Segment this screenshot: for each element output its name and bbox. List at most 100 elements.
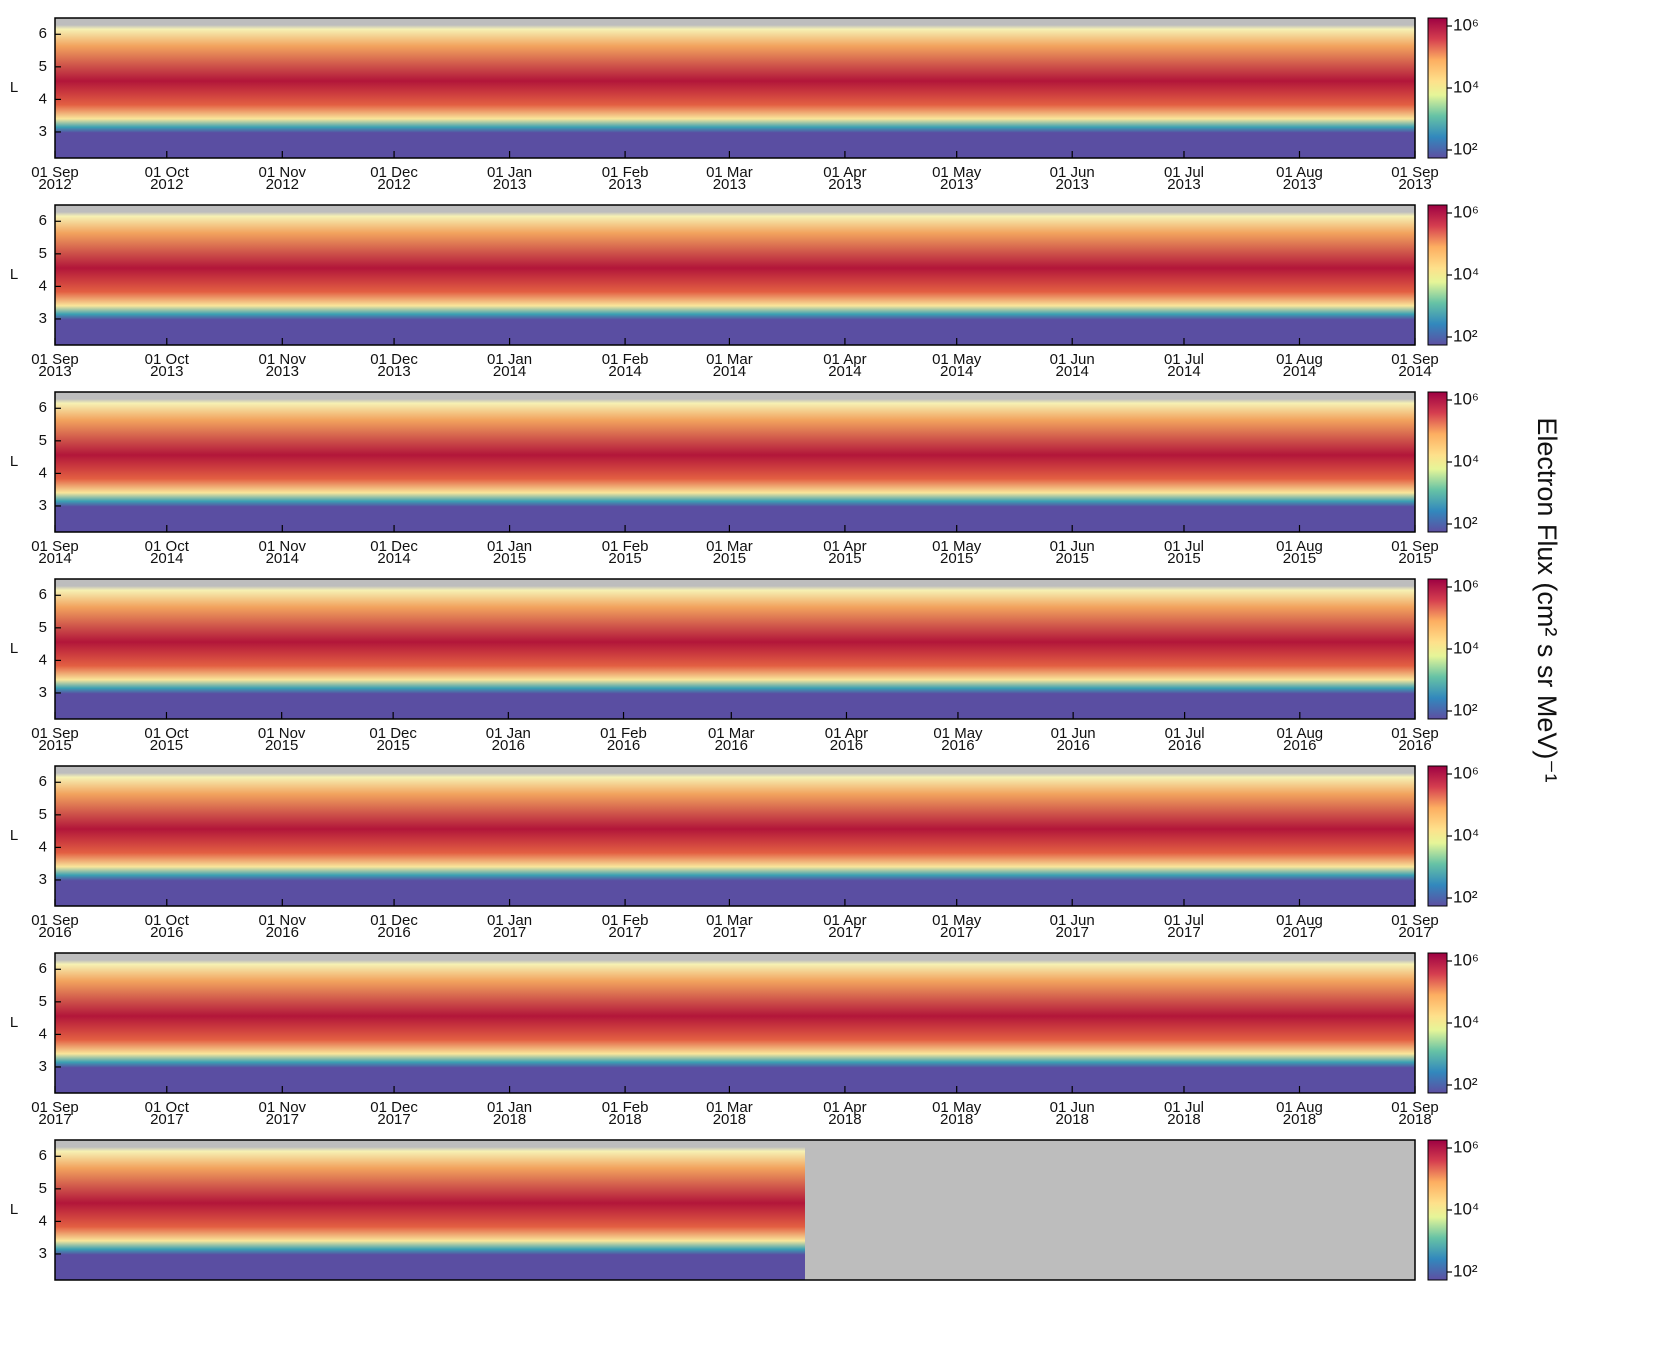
x-tick-label: 2018 — [940, 1111, 973, 1128]
y-tick-label: 3 — [39, 497, 47, 514]
x-tick-label: 2016 — [830, 737, 863, 754]
y-tick-label: 4 — [39, 1025, 47, 1042]
figure: Electron Flux (cm² s sr MeV)⁻¹ L345601 S… — [0, 0, 1657, 1365]
y-tick-label: 3 — [39, 310, 47, 327]
x-tick-label: 2017 — [608, 924, 641, 941]
x-tick-label: 2016 — [607, 737, 640, 754]
x-tick-label: 2014 — [493, 363, 526, 380]
colorbar — [1428, 205, 1447, 345]
x-tick-label: 2014 — [608, 363, 641, 380]
x-tick-label: 2016 — [492, 737, 525, 754]
colorbar-tick-label: 10² — [1453, 887, 1478, 906]
colorbar-tick-label: 10⁶ — [1453, 389, 1479, 408]
x-tick-label: 2015 — [828, 550, 861, 567]
x-tick-label: 2015 — [265, 737, 298, 754]
colorbar — [1428, 1140, 1447, 1280]
x-tick-label: 2017 — [493, 924, 526, 941]
y-tick-label: 5 — [39, 1180, 47, 1197]
x-tick-label: 2016 — [1283, 737, 1316, 754]
x-tick-label: 2014 — [38, 550, 71, 567]
y-tick-label: 4 — [39, 277, 47, 294]
x-tick-label: 2016 — [150, 924, 183, 941]
x-tick-label: 2012 — [150, 176, 183, 193]
x-tick-label: 2016 — [1056, 737, 1089, 754]
y-tick-label: 5 — [39, 993, 47, 1010]
x-tick-label: 2013 — [377, 363, 410, 380]
spectrogram — [55, 18, 1415, 158]
y-tick-label: 3 — [39, 1058, 47, 1075]
y-tick-label: 5 — [39, 619, 47, 636]
colorbar-tick-label: 10⁴ — [1453, 451, 1479, 470]
y-tick-label: 3 — [39, 871, 47, 888]
x-tick-label: 2014 — [828, 363, 861, 380]
y-tick-label: 6 — [39, 399, 47, 416]
y-tick-label: 4 — [39, 838, 47, 855]
colorbar-tick-label: 10² — [1453, 513, 1478, 532]
y-tick-label: 6 — [39, 773, 47, 790]
y-axis-label: L — [10, 1201, 18, 1218]
colorbar-tick-label: 10² — [1453, 139, 1478, 158]
x-tick-label: 2014 — [1398, 363, 1431, 380]
y-tick-label: 5 — [39, 58, 47, 75]
x-tick-label: 2017 — [150, 1111, 183, 1128]
x-tick-label: 2018 — [1167, 1111, 1200, 1128]
no-data-region — [805, 1140, 1415, 1280]
x-tick-label: 2013 — [713, 176, 746, 193]
spectrogram — [55, 579, 1415, 719]
x-tick-label: 2017 — [828, 924, 861, 941]
x-tick-label: 2013 — [38, 363, 71, 380]
x-tick-label: 2015 — [150, 737, 183, 754]
colorbar-tick-label: 10⁴ — [1453, 264, 1479, 283]
x-tick-label: 2017 — [1056, 924, 1089, 941]
x-tick-label: 2013 — [266, 363, 299, 380]
colorbar-tick-label: 10⁴ — [1453, 638, 1479, 657]
x-tick-label: 2013 — [608, 176, 641, 193]
x-tick-label: 2016 — [266, 924, 299, 941]
x-tick-label: 2018 — [713, 1111, 746, 1128]
x-tick-label: 2017 — [266, 1111, 299, 1128]
x-tick-label: 2015 — [1056, 550, 1089, 567]
y-tick-label: 3 — [39, 1245, 47, 1262]
y-tick-label: 6 — [39, 960, 47, 977]
x-tick-label: 2016 — [377, 924, 410, 941]
y-tick-label: 3 — [39, 684, 47, 701]
colorbar-tick-label: 10² — [1453, 1261, 1478, 1280]
colorbar-tick-label: 10⁴ — [1453, 1199, 1479, 1218]
x-tick-label: 2017 — [1398, 924, 1431, 941]
y-axis-label: L — [10, 266, 18, 283]
y-tick-label: 3 — [39, 123, 47, 140]
spectrogram — [55, 205, 1415, 345]
x-tick-label: 2015 — [493, 550, 526, 567]
x-tick-label: 2016 — [38, 924, 71, 941]
x-tick-label: 2014 — [266, 550, 299, 567]
x-tick-label: 2014 — [377, 550, 410, 567]
x-tick-label: 2013 — [493, 176, 526, 193]
y-axis-label: L — [10, 453, 18, 470]
x-tick-label: 2017 — [940, 924, 973, 941]
x-tick-label: 2014 — [1167, 363, 1200, 380]
colorbar-tick-label: 10⁶ — [1453, 1137, 1479, 1156]
x-tick-label: 2012 — [377, 176, 410, 193]
colorbar — [1428, 953, 1447, 1093]
x-tick-label: 2016 — [715, 737, 748, 754]
y-tick-label: 5 — [39, 432, 47, 449]
y-tick-label: 5 — [39, 806, 47, 823]
x-tick-label: 2017 — [377, 1111, 410, 1128]
x-tick-label: 2017 — [38, 1111, 71, 1128]
x-tick-label: 2012 — [266, 176, 299, 193]
x-tick-label: 2015 — [1167, 550, 1200, 567]
x-tick-label: 2015 — [38, 737, 71, 754]
colorbar — [1428, 579, 1447, 719]
x-tick-label: 2016 — [941, 737, 974, 754]
colorbar-tick-label: 10⁶ — [1453, 763, 1479, 782]
x-tick-label: 2016 — [1398, 737, 1431, 754]
x-tick-label: 2013 — [828, 176, 861, 193]
x-tick-label: 2015 — [713, 550, 746, 567]
x-tick-label: 2015 — [1283, 550, 1316, 567]
colorbar — [1428, 392, 1447, 532]
colorbar — [1428, 18, 1447, 158]
x-tick-label: 2013 — [1283, 176, 1316, 193]
x-tick-label: 2018 — [828, 1111, 861, 1128]
colorbar-tick-label: 10⁶ — [1453, 950, 1479, 969]
x-tick-label: 2017 — [1167, 924, 1200, 941]
